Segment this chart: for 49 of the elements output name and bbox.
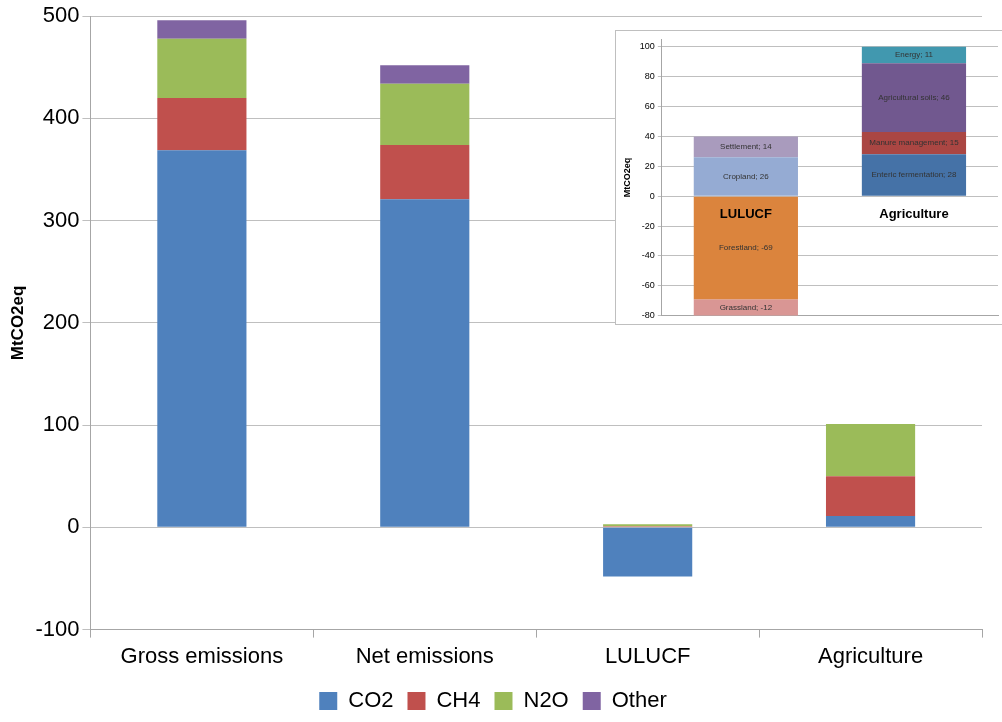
bar (157, 38, 247, 98)
bar (825, 476, 916, 517)
y-axis-title: MtCO2eq (621, 157, 632, 198)
bar (380, 65, 470, 84)
bar (380, 145, 470, 200)
x-tick-label: Agriculture (879, 206, 949, 222)
y-tick-label: 400 (42, 104, 80, 130)
y-tick-label: 60 (644, 101, 655, 112)
data-label: Agricultural soils; 46 (878, 92, 951, 102)
y-tick-label: 0 (67, 513, 80, 539)
data-label: Settlement; 14 (720, 142, 773, 152)
x-tick-label: Agriculture (817, 642, 924, 668)
legend-label: CH4 (436, 687, 481, 713)
y-tick-label: -80 (641, 310, 655, 321)
y-tick-label: 100 (42, 411, 80, 437)
bar (825, 516, 916, 527)
y-tick-label: 300 (42, 206, 80, 232)
y-tick-label: -20 (641, 220, 655, 231)
legend-label: N2O (523, 687, 569, 713)
x-tick-label: Gross emissions (120, 642, 284, 668)
x-tick-label: LULUCF (719, 206, 772, 222)
bar (157, 20, 247, 39)
data-label: Manure management; 15 (869, 138, 960, 148)
y-tick-label: 80 (644, 71, 655, 82)
legend-label: Other (611, 687, 667, 713)
y-tick-label: 100 (639, 41, 655, 52)
data-label: Cropland; 26 (722, 171, 770, 181)
y-tick-label: 40 (644, 130, 655, 141)
data-label: Enteric fermentation; 28 (871, 170, 957, 180)
y-tick-label: 500 (42, 2, 80, 28)
data-label: Energy; 11 (894, 50, 934, 60)
y-axis-title: MtCO2eq (7, 285, 27, 361)
bar (825, 424, 916, 477)
y-tick-label: 0 (649, 190, 655, 201)
y-tick-label: -40 (641, 250, 655, 261)
x-tick-label: LULUCF (604, 642, 691, 668)
data-label: Grassland; -12 (719, 303, 773, 313)
bar (380, 199, 470, 527)
legend-label: CO2 (348, 687, 394, 713)
bar (603, 527, 693, 577)
bar (380, 83, 470, 146)
data-label: Forestland; -69 (718, 243, 774, 253)
y-tick-label: 20 (644, 160, 655, 171)
y-tick-label: -100 (35, 615, 80, 641)
y-tick-label: 200 (42, 308, 80, 334)
bar (157, 97, 247, 151)
bar (157, 150, 247, 527)
x-tick-label: Net emissions (355, 642, 494, 668)
y-tick-label: -60 (641, 280, 655, 291)
